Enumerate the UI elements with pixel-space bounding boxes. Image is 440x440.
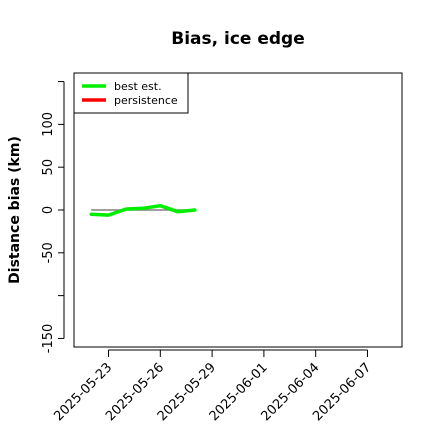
y-axis-label: Distance bias (km)	[7, 136, 23, 284]
y-tick-label: 100	[41, 112, 56, 137]
y-tick-label: -150	[41, 324, 56, 354]
legend: best est.persistence	[73, 72, 189, 114]
legend-label: persistence	[114, 94, 178, 107]
series-line-best-estimate	[89, 203, 197, 217]
chart-title: Bias, ice edge	[171, 29, 305, 49]
legend-box	[73, 72, 189, 114]
y-tick-label: 0	[41, 206, 56, 214]
y-tick-label: 50	[41, 159, 56, 176]
y-tick-label: -50	[41, 242, 56, 263]
plot-frame	[73, 72, 403, 348]
legend-label: best est.	[114, 80, 162, 93]
